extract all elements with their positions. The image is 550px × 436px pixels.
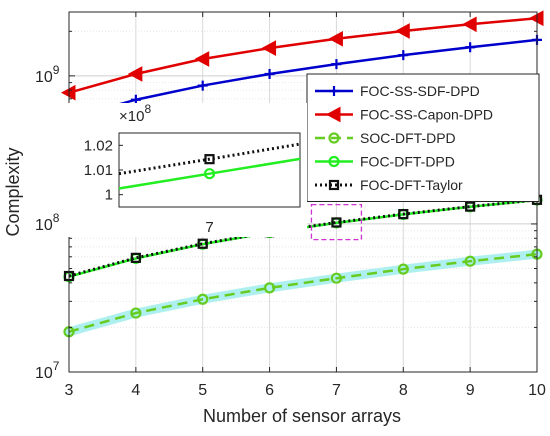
inset-y-tick-label: 1.01 <box>84 162 113 179</box>
data-point <box>325 106 341 123</box>
data-point <box>465 201 476 212</box>
inset-series-foc-dft-dpd <box>118 157 301 190</box>
data-point <box>261 40 277 56</box>
data-point <box>462 16 477 33</box>
legend-item: FOC-DFT-DPD <box>315 154 455 170</box>
data-point <box>328 132 340 144</box>
y-tick-exponent: 9 <box>53 63 60 77</box>
data-point <box>264 68 275 79</box>
series-line <box>68 252 538 333</box>
legend-item: FOC-DFT-Taylor <box>315 177 463 193</box>
x-tick-label: 5 <box>198 382 207 399</box>
series-line <box>68 17 538 94</box>
y-tick-label: 108 <box>35 211 60 234</box>
y-tick-exponent: 8 <box>53 211 60 225</box>
x-tick-label: 9 <box>466 382 475 399</box>
legend-box <box>306 73 540 202</box>
inset-series-foc-dft-taylor <box>118 142 301 176</box>
x-tick-label: 10 <box>528 382 546 399</box>
y-tick-label: 109 <box>35 63 60 86</box>
legend: FOC-SS-SDF-DPD FOC-SS-Capon-DPD SOC-DFT-DP… <box>306 73 540 202</box>
x-tick-label: 8 <box>399 382 408 399</box>
data-point <box>197 80 208 91</box>
legend-item: SOC-DFT-DPD <box>315 130 456 146</box>
x-tick-label: 4 <box>131 382 140 399</box>
x-tick-label: 3 <box>65 382 74 399</box>
data-point <box>328 155 340 168</box>
legend-label: FOC-SS-Capon-DPD <box>360 107 493 123</box>
x-tick-label: 6 <box>265 382 274 399</box>
data-point <box>263 282 276 294</box>
data-point <box>130 252 141 263</box>
data-point <box>331 217 342 228</box>
y-tick-label: 107 <box>35 359 60 382</box>
data-point <box>328 179 340 191</box>
data-point <box>330 272 343 284</box>
series-line <box>68 38 538 120</box>
legend-label: FOC-DFT-Taylor <box>360 177 463 193</box>
data-point <box>331 59 342 70</box>
inset-series-line <box>118 142 301 176</box>
data-point <box>328 30 343 47</box>
data-point <box>127 66 143 82</box>
inset-x-tick-label: 7 <box>205 219 213 236</box>
legend-label: FOC-DFT-DPD <box>360 154 455 170</box>
data-point <box>197 238 208 249</box>
legend-label: SOC-DFT-DPD <box>360 130 456 146</box>
data-point <box>465 42 476 53</box>
inset-zoom: ×108 1.02 1.01 1 7 <box>64 102 307 237</box>
y-axis-title: Complexity <box>3 147 23 236</box>
inset-multiplier: ×108 <box>119 102 151 125</box>
data-point <box>204 154 215 165</box>
legend-item: FOC-SS-Capon-DPD <box>315 107 493 123</box>
x-tick-label: 7 <box>332 382 341 399</box>
inset-y-tick-label: 1.02 <box>84 137 113 154</box>
series-line <box>68 198 538 278</box>
data-point <box>398 209 409 220</box>
data-point <box>398 50 409 61</box>
inset-multiplier-exponent: 8 <box>144 102 151 116</box>
legend-item: FOC-SS-SDF-DPD <box>315 83 480 99</box>
data-point <box>194 51 210 67</box>
data-point <box>395 23 410 39</box>
data-point <box>197 293 209 305</box>
data-point <box>203 168 216 180</box>
data-point <box>464 255 476 267</box>
data-point <box>329 86 339 96</box>
data-point <box>397 263 409 275</box>
inset-series-line <box>118 157 301 190</box>
data-point <box>130 307 142 319</box>
legend-label: FOC-SS-SDF-DPD <box>360 83 480 99</box>
x-axis-title: Number of sensor arrays <box>203 406 401 426</box>
zoom-box <box>310 204 363 241</box>
y-tick-exponent: 7 <box>53 359 60 373</box>
inset-y-tick-label: 1 <box>105 187 113 204</box>
